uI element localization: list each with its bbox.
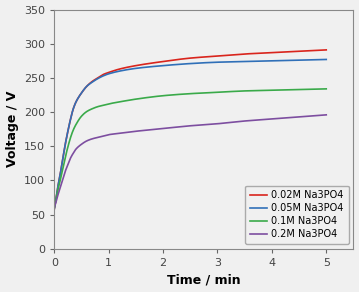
0.1M Na3PO4	[181, 92, 186, 96]
0.05M Na3PO4	[324, 58, 328, 61]
0.02M Na3PO4	[324, 48, 328, 52]
0.1M Na3PO4	[214, 91, 218, 94]
0.2M Na3PO4	[183, 124, 187, 128]
0.1M Na3PO4	[183, 92, 187, 96]
0.2M Na3PO4	[214, 122, 218, 126]
Line: 0.1M Na3PO4: 0.1M Na3PO4	[54, 89, 326, 208]
0.2M Na3PO4	[324, 113, 328, 117]
Legend: 0.02M Na3PO4, 0.05M Na3PO4, 0.1M Na3PO4, 0.2M Na3PO4: 0.02M Na3PO4, 0.05M Na3PO4, 0.1M Na3PO4,…	[245, 185, 349, 244]
0.1M Na3PO4	[275, 88, 279, 92]
0.05M Na3PO4	[52, 207, 56, 211]
0.2M Na3PO4	[199, 123, 204, 127]
0.02M Na3PO4	[181, 57, 186, 60]
Line: 0.05M Na3PO4: 0.05M Na3PO4	[54, 60, 326, 209]
0.02M Na3PO4	[183, 57, 187, 60]
X-axis label: Time / min: Time / min	[167, 273, 241, 286]
0.1M Na3PO4	[199, 91, 204, 95]
0.05M Na3PO4	[214, 60, 218, 64]
0.05M Na3PO4	[181, 62, 186, 66]
Line: 0.02M Na3PO4: 0.02M Na3PO4	[54, 50, 326, 209]
0.2M Na3PO4	[52, 206, 56, 210]
Line: 0.2M Na3PO4: 0.2M Na3PO4	[54, 115, 326, 208]
0.05M Na3PO4	[275, 59, 279, 62]
0.05M Na3PO4	[318, 58, 322, 61]
Y-axis label: Voltage / V: Voltage / V	[5, 91, 19, 167]
0.02M Na3PO4	[52, 207, 56, 211]
0.02M Na3PO4	[318, 48, 322, 52]
0.2M Na3PO4	[275, 117, 279, 120]
0.05M Na3PO4	[183, 62, 187, 66]
0.1M Na3PO4	[52, 206, 56, 210]
0.02M Na3PO4	[214, 54, 218, 58]
0.2M Na3PO4	[181, 125, 186, 128]
0.05M Na3PO4	[199, 61, 204, 65]
0.02M Na3PO4	[275, 51, 279, 54]
0.1M Na3PO4	[324, 87, 328, 91]
0.2M Na3PO4	[318, 114, 322, 117]
0.02M Na3PO4	[199, 55, 204, 59]
0.1M Na3PO4	[318, 87, 322, 91]
